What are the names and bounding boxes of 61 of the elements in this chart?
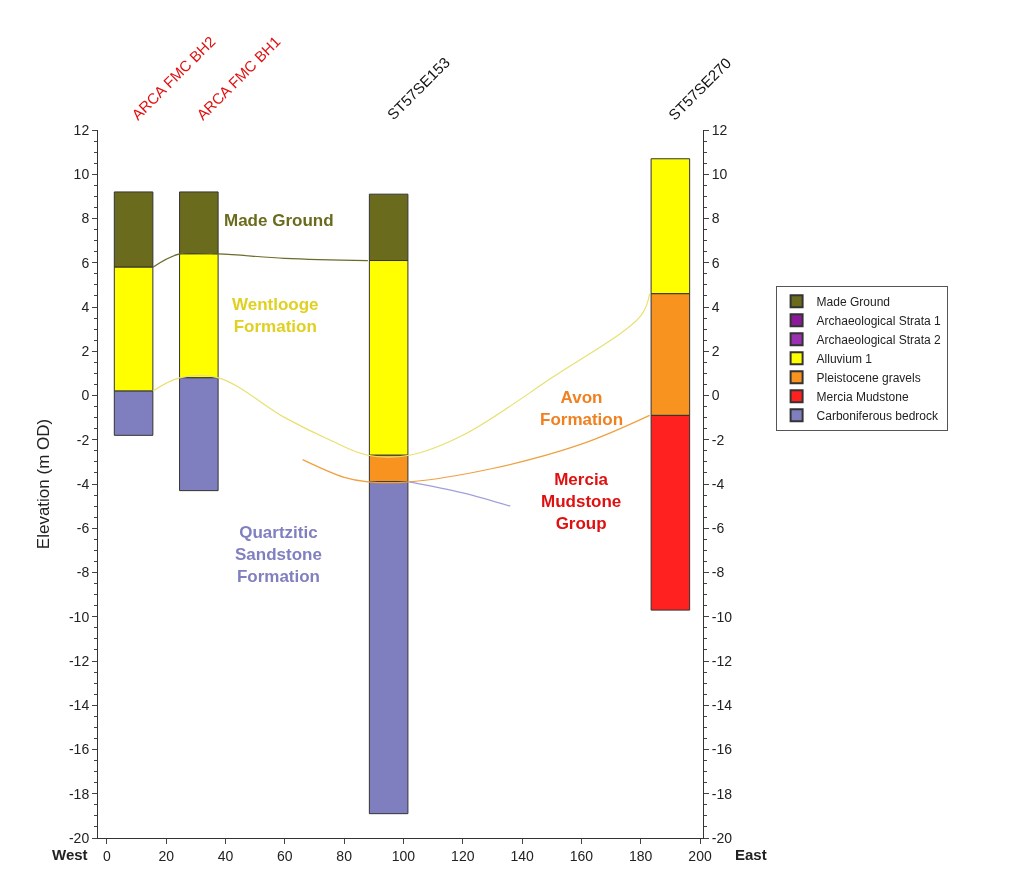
x-tick-label: 100 — [391, 847, 416, 864]
x-tick-label: 200 — [688, 847, 712, 864]
y2-tick-label: -10 — [711, 608, 733, 625]
y2-tick-label: -4 — [711, 475, 725, 492]
legend-label: Made Ground — [816, 294, 890, 309]
x-tick-label: 120 — [451, 847, 475, 864]
y2-tick-label: -6 — [711, 520, 725, 537]
y2-tick-label: -20 — [711, 829, 733, 846]
x-tick-label: 0 — [103, 847, 111, 864]
y-tick-label: -12 — [68, 652, 90, 669]
x-tick-label: 60 — [277, 847, 293, 864]
y2-tick-label: -2 — [711, 431, 725, 448]
x-tick-label: 40 — [217, 847, 234, 864]
y-tick-label: -4 — [76, 475, 90, 492]
x-tick-label: 140 — [510, 847, 534, 864]
annotation: Wentlooge Formation — [232, 295, 319, 337]
y-tick-label: -18 — [68, 785, 90, 802]
annotation: Avon Formation — [540, 388, 624, 430]
y-tick-label: -8 — [76, 564, 90, 581]
y-tick-label: -14 — [68, 697, 90, 714]
legend-label: Archaeological Strata 1 — [816, 313, 941, 328]
y-tick-label: -6 — [76, 520, 90, 537]
y-tick-label: 10 — [73, 166, 90, 183]
legend-label: Pleistocene gravels — [816, 370, 921, 385]
y2-tick-label: 12 — [711, 121, 728, 138]
y-tick-label: 12 — [73, 121, 90, 138]
text: West — [52, 846, 88, 863]
y2-tick-label: -16 — [711, 741, 733, 758]
legend-label: Alluvium 1 — [816, 351, 873, 366]
y2-tick-label: 0 — [711, 387, 720, 404]
line-series — [302, 414, 651, 484]
x-tick-label: 20 — [158, 847, 175, 864]
y2-tick-label: -8 — [711, 564, 725, 581]
y-tick-label: -10 — [68, 608, 90, 625]
y-axis-title: Elevation (m OD) — [33, 418, 53, 550]
x-tick-label: 80 — [336, 847, 353, 864]
y-tick-label: 4 — [81, 298, 90, 315]
legend-label: Archaeological Strata 2 — [816, 332, 941, 347]
y-tick-label: 2 — [81, 343, 90, 360]
legend-label: Mercia Mudstone — [816, 389, 909, 404]
y-tick-label: -20 — [68, 829, 90, 846]
y-tick-label: -2 — [76, 431, 90, 448]
y-tick-label: 0 — [81, 387, 90, 404]
legend-label: Carboniferous bedrock — [816, 408, 939, 423]
annotation: Mercia Mudstone Group — [541, 470, 622, 534]
y2-tick-label: 4 — [711, 298, 720, 315]
y2-tick-label: 8 — [711, 210, 720, 227]
y2-tick-label: -14 — [711, 697, 733, 714]
y2-tick-label: 6 — [711, 254, 720, 271]
y2-tick-label: -18 — [711, 785, 733, 802]
x-tick-label: 180 — [629, 847, 653, 864]
y2-tick-label: 10 — [711, 166, 728, 183]
y-tick-label: 6 — [81, 254, 90, 271]
text: East — [735, 846, 767, 863]
y2-tick-label: 2 — [711, 343, 720, 360]
y-tick-label: -16 — [68, 741, 90, 758]
annotation: Quartzitic Sandstone Formation — [235, 523, 322, 587]
y-tick-label: 8 — [81, 210, 90, 227]
x-tick-label: 160 — [569, 847, 594, 864]
annotation: Made Ground — [224, 211, 334, 230]
y2-tick-label: -12 — [711, 652, 733, 669]
